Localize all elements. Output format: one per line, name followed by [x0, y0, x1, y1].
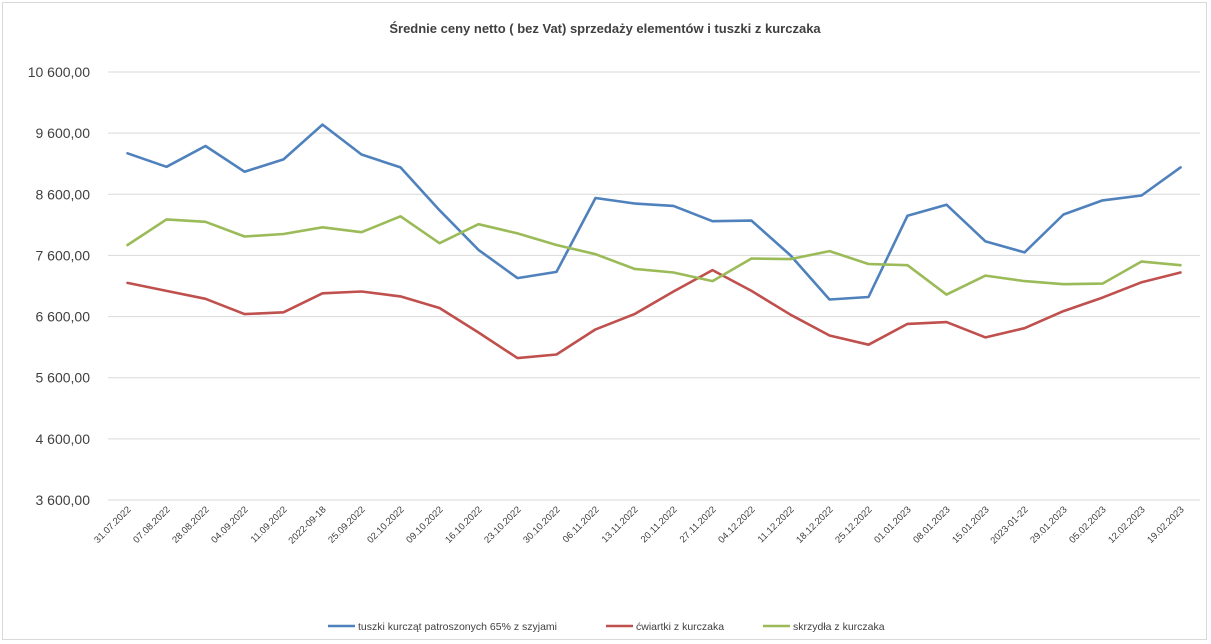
- x-tick-label: 27.11.2022: [678, 504, 719, 545]
- y-tick-label: 7 600,00: [36, 247, 91, 263]
- x-tick-label: 11.09.2022: [249, 504, 290, 545]
- series-line-2: [126, 215, 1182, 296]
- y-tick-label: 5 600,00: [36, 370, 91, 386]
- chart-title: Średnie ceny netto ( bez Vat) sprzedaży …: [389, 21, 821, 36]
- x-tick-label: 07.08.2022: [131, 504, 172, 545]
- y-tick-label: 8 600,00: [36, 186, 91, 202]
- legend-label: skrzydła z kurczaka: [793, 621, 885, 633]
- x-tick-label: 2022-09-18: [286, 504, 328, 546]
- x-tick-label: 09.10.2022: [404, 504, 445, 545]
- y-tick-label: 10 600,00: [28, 64, 90, 80]
- x-tick-label: 31.07.2022: [92, 504, 133, 545]
- x-tick-label: 19.02.2023: [1145, 504, 1186, 545]
- y-tick-label: 4 600,00: [36, 431, 91, 447]
- x-tick-label: 20.11.2022: [639, 504, 680, 545]
- x-tick-label: 15.01.2023: [950, 504, 991, 545]
- x-tick-label: 04.09.2022: [209, 504, 250, 545]
- x-tick-label: 02.10.2022: [365, 504, 406, 545]
- legend-label: tuszki kurcząt patroszonych 65% z szyjam…: [358, 621, 557, 633]
- legend: tuszki kurcząt patroszonych 65% z szyjam…: [328, 621, 885, 633]
- gridlines: [108, 71, 1200, 501]
- x-tick-label: 04.12.2022: [716, 504, 757, 545]
- y-tick-label: 6 600,00: [36, 309, 91, 325]
- x-tick-label: 06.11.2022: [561, 504, 602, 545]
- x-tick-label: 12.02.2023: [1106, 504, 1147, 545]
- x-axis-ticks: 31.07.202207.08.202228.08.202204.09.2022…: [92, 504, 1186, 546]
- y-axis-ticks: 3 600,00 4 600,00 5 600,00 6 600,00 7 600,00…: [28, 64, 91, 508]
- x-tick-label: 01.01.2023: [872, 504, 913, 545]
- x-tick-label: 05.02.2023: [1067, 504, 1108, 545]
- x-tick-label: 18.12.2022: [794, 504, 835, 545]
- legend-item-2: skrzydła z kurczaka: [763, 621, 885, 633]
- x-tick-label: 08.01.2023: [911, 504, 952, 545]
- x-tick-label: 28.08.2022: [170, 504, 211, 545]
- x-tick-label: 11.12.2022: [756, 504, 797, 545]
- legend-label: ćwiartki z kurczaka: [636, 621, 724, 633]
- y-tick-label: 3 600,00: [36, 492, 91, 508]
- x-tick-label: 25.12.2022: [833, 504, 874, 545]
- series-line-1: [126, 268, 1182, 360]
- legend-item-1: ćwiartki z kurczaka: [606, 621, 724, 633]
- x-tick-label: 25.09.2022: [326, 504, 367, 545]
- series-lines: [126, 123, 1182, 360]
- y-tick-label: 9 600,00: [36, 125, 91, 141]
- legend-item-0: tuszki kurcząt patroszonych 65% z szyjam…: [328, 621, 557, 633]
- x-tick-label: 2023-01-22: [988, 504, 1030, 546]
- x-tick-label: 16.10.2022: [443, 504, 484, 545]
- x-tick-label: 13.11.2022: [600, 504, 641, 545]
- x-tick-label: 29.01.2023: [1028, 504, 1069, 545]
- series-line-0: [126, 123, 1182, 301]
- x-tick-label: 30.10.2022: [521, 504, 562, 545]
- x-tick-label: 23.10.2022: [482, 504, 523, 545]
